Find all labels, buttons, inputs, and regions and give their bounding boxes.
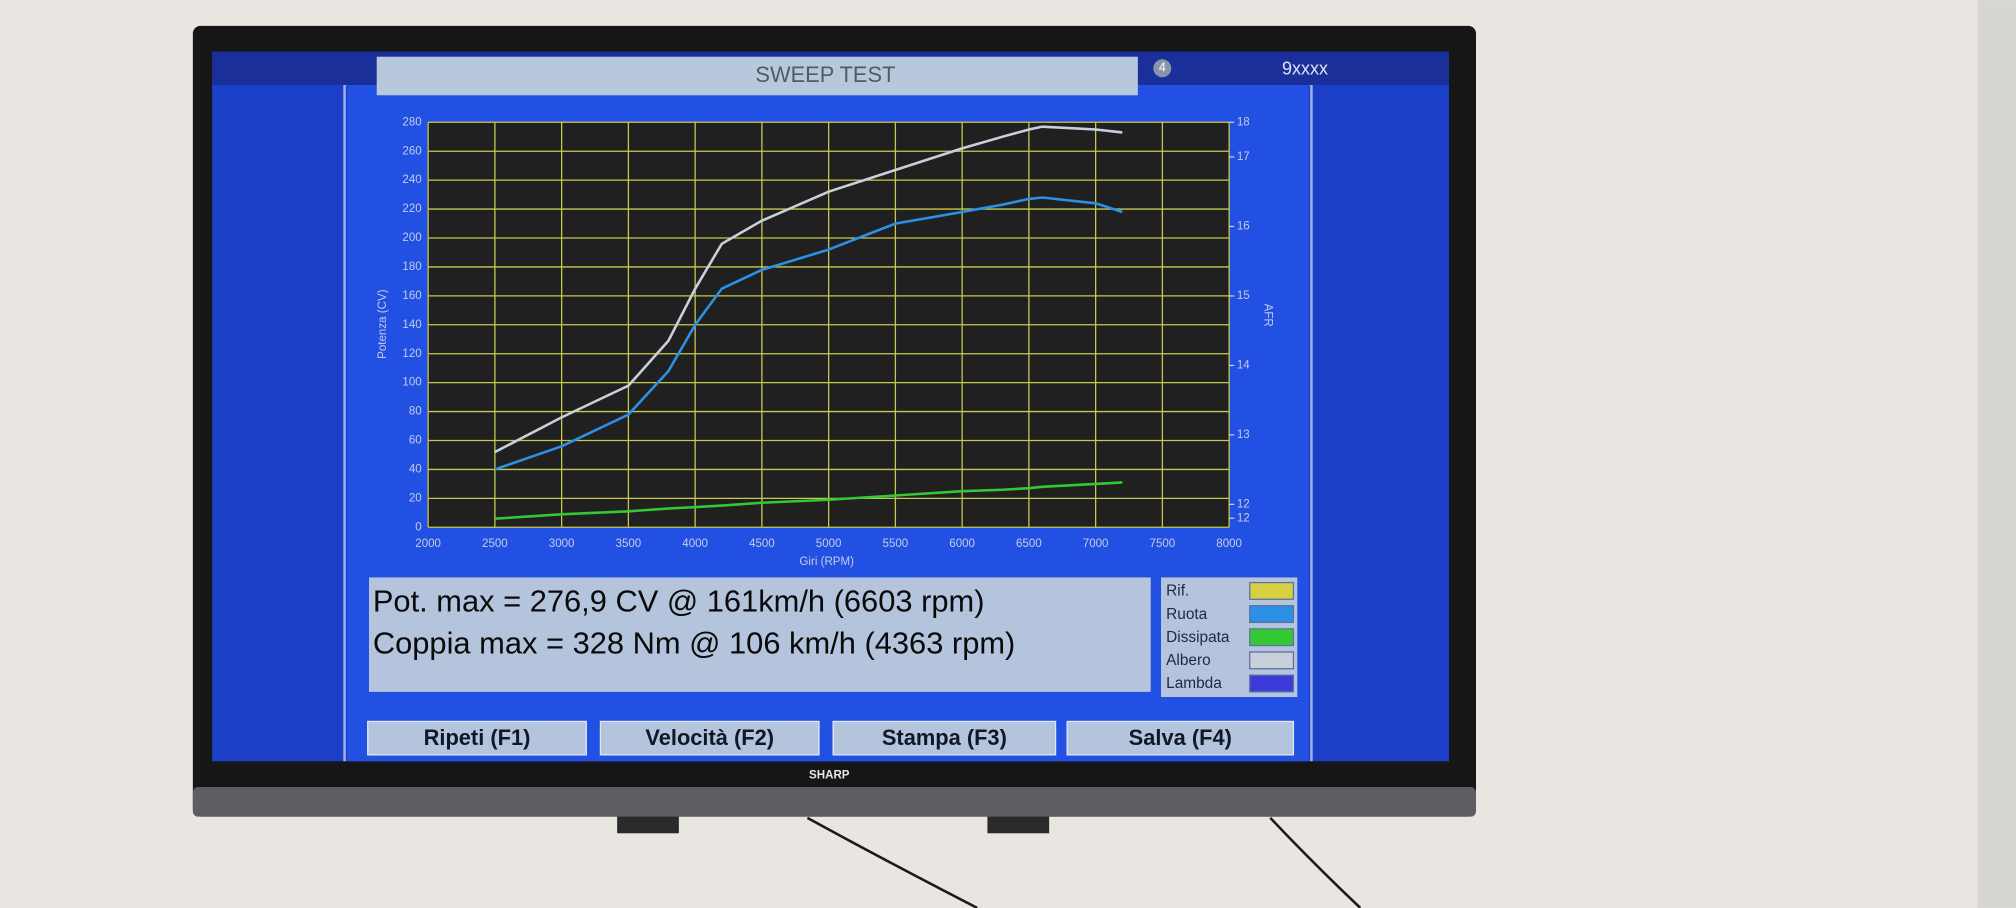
y-tick-label: 180 xyxy=(402,261,421,273)
title: SWEEP TEST xyxy=(755,62,895,87)
cable xyxy=(806,816,978,908)
x-axis-title: Giri (RPM) xyxy=(799,556,854,568)
button-label[interactable]: Velocità (F2) xyxy=(645,725,774,750)
legend-label: Albero xyxy=(1166,652,1211,669)
x-tick-label: 5000 xyxy=(816,538,842,550)
x-tick-label: 3000 xyxy=(549,538,575,550)
brand: SHARP xyxy=(809,769,850,781)
summary-line: Coppia max = 328 Nm @ 106 km/h (4363 rpm… xyxy=(373,626,1015,661)
y-tick-label: 220 xyxy=(402,203,421,215)
button[interactable]: Velocità (F2) xyxy=(599,720,820,756)
y-tick-label: 140 xyxy=(402,319,421,331)
button-face[interactable] xyxy=(367,720,587,756)
legend-swatch xyxy=(1249,605,1295,624)
y-tick-label: 200 xyxy=(402,232,421,244)
button-face[interactable] xyxy=(1066,720,1295,756)
title-box xyxy=(376,56,1138,96)
y-tick-label: 120 xyxy=(402,348,421,360)
x-tick-label: 4000 xyxy=(682,538,708,550)
y2-tick-label: 14 xyxy=(1237,359,1250,371)
legend-swatch xyxy=(1249,628,1295,647)
button[interactable]: Stampa (F3) xyxy=(832,720,1057,756)
wall-edge xyxy=(1977,0,2016,908)
y-tick-label: 0 xyxy=(415,521,421,533)
y2-tick-label: 18 xyxy=(1237,116,1250,128)
y-tick-label: 260 xyxy=(402,145,421,157)
plot xyxy=(427,121,1230,528)
y-tick-label: 100 xyxy=(402,377,421,389)
y-tick-label: 60 xyxy=(409,435,422,447)
legend-swatch xyxy=(1249,674,1295,693)
summary-line: Pot. max = 276,9 CV @ 161km/h (6603 rpm) xyxy=(373,583,985,618)
x-tick-label: 3500 xyxy=(616,538,642,550)
button-label[interactable]: Ripeti (F1) xyxy=(424,725,531,750)
bracket xyxy=(987,812,1050,834)
legend-label: Lambda xyxy=(1166,675,1222,692)
badge-text: 4 xyxy=(1159,60,1166,75)
x-tick-label: 7000 xyxy=(1083,538,1109,550)
series-line xyxy=(494,125,1123,454)
y-tick-label: 160 xyxy=(402,290,421,302)
button-face[interactable] xyxy=(832,720,1057,756)
x-tick-label: 2500 xyxy=(482,538,508,550)
button-label[interactable]: Salva (F4) xyxy=(1129,725,1232,750)
y2-tick-label: 12 xyxy=(1237,498,1250,510)
code: 9xxxx xyxy=(1282,58,1328,78)
legend-label: Ruota xyxy=(1166,606,1208,623)
legend-label: Dissipata xyxy=(1166,629,1230,646)
y2-tick-label: 16 xyxy=(1237,221,1250,233)
button[interactable]: Ripeti (F1) xyxy=(367,720,587,756)
button-label[interactable]: Stampa (F3) xyxy=(882,725,1007,750)
x-tick-label: 6500 xyxy=(1016,538,1042,550)
legend-swatch xyxy=(1249,651,1295,670)
series-line xyxy=(494,196,1123,471)
tv-base xyxy=(192,787,1476,817)
y2-tick-label: 13 xyxy=(1237,429,1250,441)
y-tick-label: 240 xyxy=(402,174,421,186)
x-tick-label: 4500 xyxy=(749,538,775,550)
button-bar: Ripeti (F1) Velocità (F2) Stampa (F3) Salva… xyxy=(367,720,1295,756)
y2-axis-title: AFR xyxy=(1262,304,1274,327)
x-tick-label: 2000 xyxy=(415,538,441,550)
legend-swatch xyxy=(1249,581,1295,600)
summary-box xyxy=(369,577,1151,692)
series-line xyxy=(494,481,1123,520)
legend-label: Rif. xyxy=(1166,583,1189,600)
y-tick-label: 20 xyxy=(409,492,422,504)
y2-tick-label: 15 xyxy=(1237,290,1250,302)
x-tick-label: 7500 xyxy=(1150,538,1176,550)
y2-tick-label: 12 xyxy=(1237,512,1250,524)
y-axis-title: Potenza (CV) xyxy=(377,289,389,359)
x-tick-label: 5500 xyxy=(883,538,909,550)
bracket xyxy=(617,812,679,834)
button[interactable]: Salva (F4) xyxy=(1066,720,1295,756)
y2-tick-label: 17 xyxy=(1237,151,1250,163)
y-tick-label: 80 xyxy=(409,406,422,418)
y-tick-label: 280 xyxy=(402,116,421,128)
cable xyxy=(1269,816,1362,908)
x-tick-label: 8000 xyxy=(1216,538,1242,550)
badge xyxy=(1153,59,1172,78)
y-tick-label: 40 xyxy=(409,463,422,475)
button-face[interactable] xyxy=(599,720,820,756)
x-tick-label: 6000 xyxy=(949,538,975,550)
